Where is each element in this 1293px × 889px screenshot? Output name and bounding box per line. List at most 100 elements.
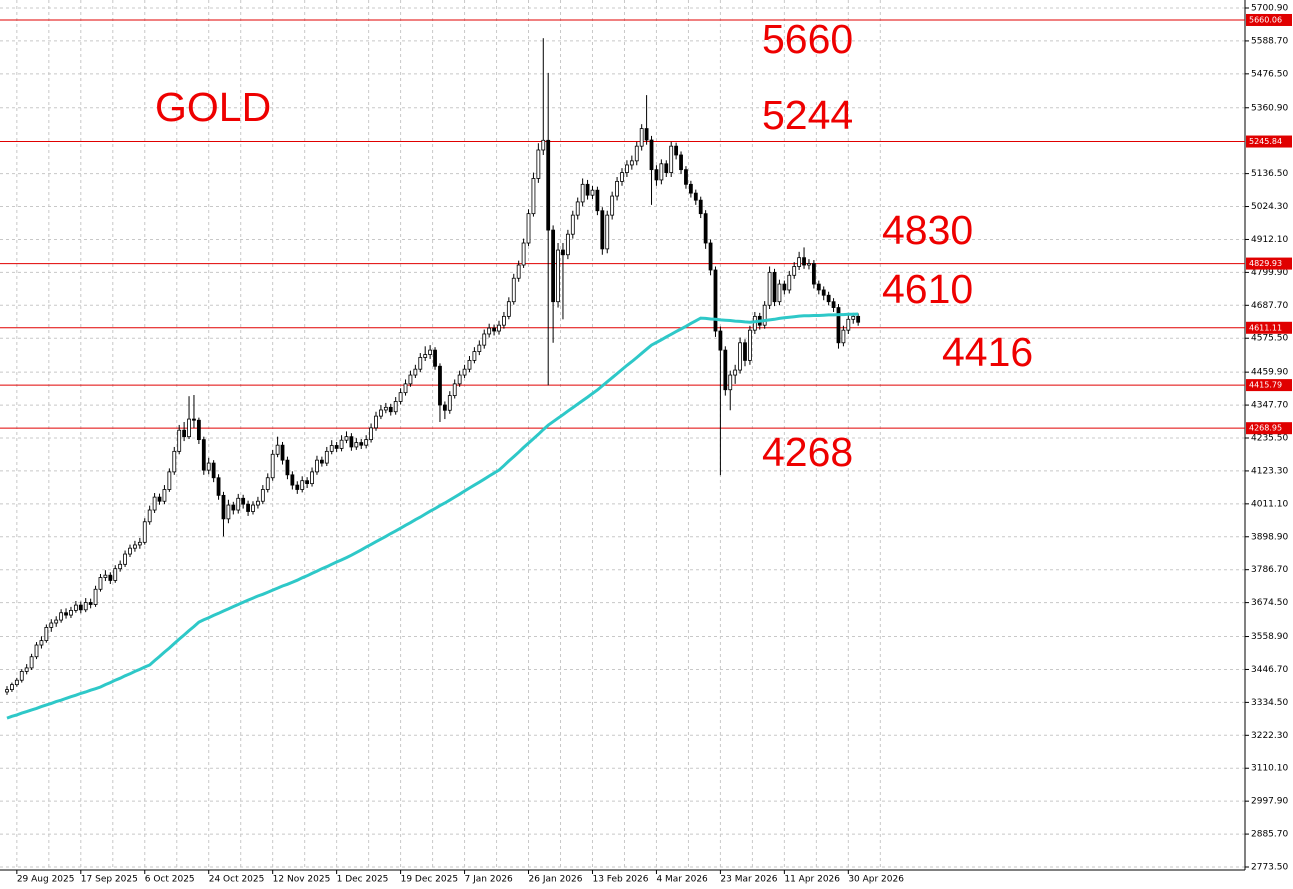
candle-body bbox=[457, 374, 462, 385]
x-tick-label: 23 Mar 2026 bbox=[720, 875, 777, 885]
y-tick-label: 4459.90 bbox=[1251, 368, 1288, 378]
candle-body bbox=[792, 266, 797, 276]
candle-body bbox=[147, 509, 152, 523]
candle-body bbox=[693, 192, 698, 201]
candle-body bbox=[708, 242, 713, 271]
candle-body bbox=[152, 496, 157, 511]
candle-body bbox=[118, 563, 123, 570]
candle-body bbox=[605, 214, 610, 250]
y-tick-label: 5136.50 bbox=[1251, 169, 1288, 179]
candle-body bbox=[526, 213, 531, 244]
x-tick-label: 26 Jan 2026 bbox=[529, 875, 583, 885]
annotation: 5244 bbox=[762, 92, 853, 138]
x-tick-label: 13 Feb 2026 bbox=[592, 875, 648, 885]
candle-body bbox=[428, 349, 433, 355]
y-tick-label: 2885.70 bbox=[1251, 830, 1288, 840]
y-tick-label: 3674.50 bbox=[1251, 598, 1288, 608]
candle-body bbox=[69, 609, 73, 616]
y-tick-label: 4687.70 bbox=[1251, 301, 1288, 311]
candle-body bbox=[787, 274, 792, 291]
x-tick-label: 29 Aug 2025 bbox=[17, 875, 75, 885]
candle-body bbox=[24, 667, 29, 672]
candle-body bbox=[295, 484, 300, 490]
candle-body bbox=[64, 612, 68, 616]
chart-title: GOLD bbox=[155, 84, 271, 130]
candle-body bbox=[260, 489, 265, 502]
candle-body bbox=[477, 344, 482, 352]
y-tick-label: 3334.50 bbox=[1251, 698, 1288, 708]
candle-body bbox=[275, 444, 280, 455]
candle-body bbox=[393, 401, 398, 413]
candle-body bbox=[413, 368, 418, 376]
candle-body bbox=[816, 283, 821, 291]
level-tag bbox=[1246, 422, 1292, 435]
candle-body bbox=[487, 327, 492, 335]
candle-body bbox=[344, 436, 349, 441]
candle-body bbox=[319, 459, 324, 464]
candle-body bbox=[108, 574, 113, 581]
candle-body bbox=[369, 427, 373, 441]
candle-body bbox=[620, 172, 624, 182]
level-label: 4415.79 bbox=[1249, 381, 1282, 390]
y-tick-label: 4799.90 bbox=[1251, 268, 1288, 278]
candle-body bbox=[536, 149, 541, 179]
candle-body bbox=[841, 329, 846, 344]
candle-body bbox=[285, 459, 290, 476]
x-tick-label: 1 Dec 2025 bbox=[337, 875, 389, 885]
candle-body bbox=[659, 163, 664, 181]
annotation: 4416 bbox=[942, 329, 1033, 375]
level-tag bbox=[1246, 257, 1292, 270]
x-tick-label: 4 Mar 2026 bbox=[656, 875, 708, 885]
candle-body bbox=[300, 480, 305, 490]
level-tag bbox=[1246, 379, 1292, 392]
candle-body bbox=[339, 439, 344, 449]
candle-body bbox=[772, 271, 777, 303]
x-tick-label: 17 Sep 2025 bbox=[81, 875, 138, 885]
y-tick-label: 5588.70 bbox=[1251, 36, 1288, 46]
candle-body bbox=[398, 392, 403, 402]
annotation: 4830 bbox=[882, 207, 973, 253]
candle-body bbox=[629, 160, 634, 166]
candle-body bbox=[324, 450, 329, 464]
candle-body bbox=[575, 201, 580, 216]
candle-body bbox=[831, 301, 836, 308]
candle-body bbox=[649, 139, 654, 171]
candle-body bbox=[639, 128, 644, 147]
candle-body bbox=[34, 644, 39, 658]
candle-body bbox=[703, 213, 708, 244]
candle-body bbox=[305, 480, 310, 485]
level-label: 5245.84 bbox=[1249, 137, 1282, 146]
candle-body bbox=[256, 500, 260, 506]
x-tick-label: 6 Oct 2025 bbox=[145, 875, 195, 885]
y-tick-label: 4011.10 bbox=[1251, 499, 1288, 509]
candle-body bbox=[236, 497, 241, 511]
candle-body bbox=[565, 233, 570, 256]
candle-body bbox=[433, 349, 437, 367]
level-tag bbox=[1246, 13, 1292, 26]
candle-body bbox=[851, 315, 856, 320]
candle-body bbox=[807, 263, 811, 266]
candle-body bbox=[472, 351, 477, 361]
candle-body bbox=[142, 521, 147, 543]
candle-body bbox=[625, 164, 629, 173]
candle-body bbox=[98, 577, 103, 590]
candle-body bbox=[251, 504, 255, 512]
candle-body bbox=[821, 289, 826, 296]
candle-body bbox=[442, 404, 447, 411]
candle-body bbox=[177, 429, 182, 452]
candle-body bbox=[354, 442, 359, 448]
candle-body bbox=[19, 671, 24, 681]
candle-body bbox=[408, 374, 413, 385]
candle-body bbox=[777, 283, 782, 303]
candle-body bbox=[846, 318, 851, 331]
candle-body bbox=[595, 189, 600, 212]
candle-body bbox=[826, 294, 831, 303]
candle-body bbox=[521, 242, 526, 266]
y-tick-label: 3898.90 bbox=[1251, 532, 1288, 542]
candle-body bbox=[123, 553, 127, 565]
candle-body bbox=[5, 689, 9, 693]
y-tick-label: 3222.30 bbox=[1251, 731, 1288, 741]
x-tick-label: 19 Dec 2025 bbox=[401, 875, 459, 885]
candle-body bbox=[270, 453, 275, 479]
y-tick-label: 5360.90 bbox=[1251, 103, 1288, 113]
